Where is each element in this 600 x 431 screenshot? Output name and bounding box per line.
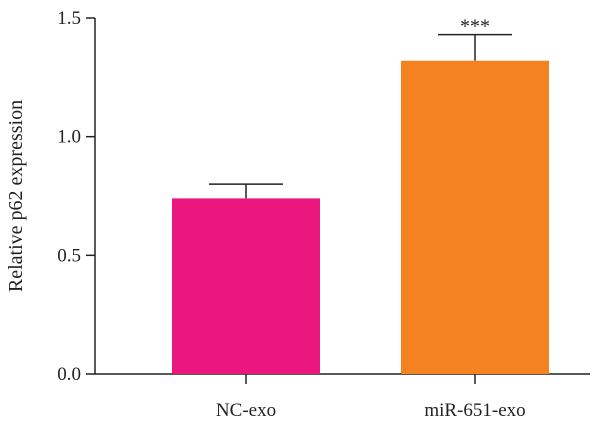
bar: [172, 198, 320, 374]
y-axis-title: Relative p62 expression: [5, 100, 27, 292]
bars: ***: [172, 16, 549, 374]
y-tick-label: 0.5: [57, 245, 81, 266]
significance-label: ***: [460, 16, 490, 38]
x-tick-label: miR-651-exo: [424, 400, 525, 421]
y-axis: 0.0 0.5 1.0 1.5: [57, 8, 96, 385]
bar: [401, 60, 549, 374]
x-axis: NC-exo miR-651-exo: [95, 373, 590, 421]
bar-group: [172, 183, 320, 374]
y-tick-label: 1.0: [57, 127, 81, 148]
bar-group: ***: [401, 16, 549, 374]
x-tick-label: NC-exo: [216, 400, 276, 421]
y-tick-label: 0.0: [57, 364, 81, 385]
y-tick-label: 1.5: [57, 8, 81, 29]
